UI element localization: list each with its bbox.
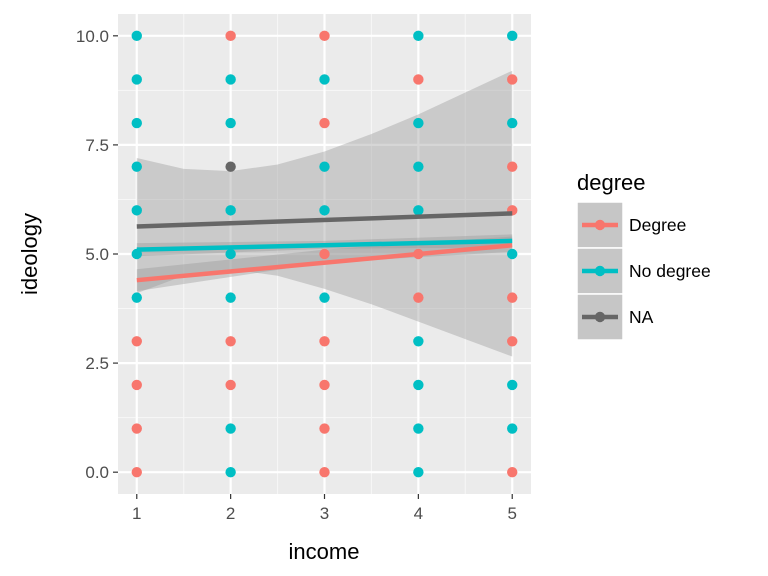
data-point <box>507 248 518 260</box>
data-point <box>319 205 330 216</box>
data-point <box>131 292 142 303</box>
data-point <box>131 30 142 42</box>
data-point <box>413 466 424 478</box>
data-point <box>319 423 330 434</box>
data-point <box>319 379 330 391</box>
data-point <box>413 292 424 303</box>
legend-key-point <box>594 219 606 231</box>
data-point <box>507 74 518 85</box>
trend-line <box>136 211 513 229</box>
data-point <box>225 161 236 172</box>
data-point <box>131 466 142 478</box>
data-point <box>507 423 518 434</box>
legend: degree Degree No degree NA <box>576 170 711 341</box>
data-point <box>413 336 424 347</box>
data-point <box>225 379 236 391</box>
x-tick-label: 5 <box>507 504 516 523</box>
y-tick-label: 5.0 <box>85 245 109 264</box>
trend-line <box>136 243 513 283</box>
data-point <box>413 205 424 216</box>
x-tick-label: 2 <box>226 504 235 523</box>
data-point <box>225 30 236 42</box>
data-point <box>225 336 236 347</box>
trend-line <box>136 238 513 252</box>
y-tick-label: 7.5 <box>85 136 109 155</box>
data-point <box>507 292 518 303</box>
data-point <box>131 423 142 434</box>
data-point <box>319 336 330 347</box>
x-axis: 1 2 3 4 5 <box>132 494 517 523</box>
trend-lines <box>136 211 513 283</box>
data-point <box>131 161 142 172</box>
data-point <box>413 161 424 172</box>
legend-label: No degree <box>629 261 711 281</box>
data-point <box>131 74 142 85</box>
data-point <box>225 423 236 434</box>
data-point <box>319 30 330 42</box>
data-point <box>413 30 424 42</box>
data-point <box>507 466 518 478</box>
data-point <box>507 117 518 129</box>
data-point <box>319 161 330 172</box>
data-point <box>413 74 424 85</box>
data-point <box>319 117 330 129</box>
data-point <box>507 336 518 347</box>
data-point <box>225 117 236 129</box>
data-point <box>225 205 236 216</box>
data-point <box>131 379 142 391</box>
data-point <box>319 466 330 478</box>
x-axis-title: income <box>289 539 360 564</box>
data-point <box>319 74 330 85</box>
legend-title: degree <box>577 170 646 195</box>
data-point <box>319 248 330 260</box>
data-point <box>507 161 518 172</box>
y-tick-label: 0.0 <box>85 463 109 482</box>
data-point <box>131 336 142 347</box>
data-point <box>131 117 142 129</box>
data-point <box>225 292 236 303</box>
y-axis-title: ideology <box>17 213 42 295</box>
x-tick-label: 1 <box>132 504 141 523</box>
legend-label: Degree <box>629 215 686 235</box>
data-point <box>319 292 330 303</box>
data-point <box>413 379 424 391</box>
data-point <box>507 379 518 391</box>
data-point <box>225 466 236 478</box>
data-point <box>413 117 424 129</box>
legend-key-point <box>594 311 606 323</box>
legend-key-point <box>594 265 606 277</box>
data-point <box>225 248 236 260</box>
y-tick-label: 2.5 <box>85 354 109 373</box>
data-point <box>225 74 236 85</box>
data-point <box>413 423 424 434</box>
legend-label: NA <box>629 307 654 327</box>
x-tick-label: 4 <box>414 504 423 523</box>
data-point <box>507 30 518 42</box>
data-points <box>131 30 518 478</box>
x-tick-label: 3 <box>320 504 329 523</box>
y-tick-label: 10.0 <box>76 27 109 46</box>
y-axis: 0.0 2.5 5.0 7.5 10.0 <box>76 27 118 482</box>
data-point <box>131 205 142 216</box>
